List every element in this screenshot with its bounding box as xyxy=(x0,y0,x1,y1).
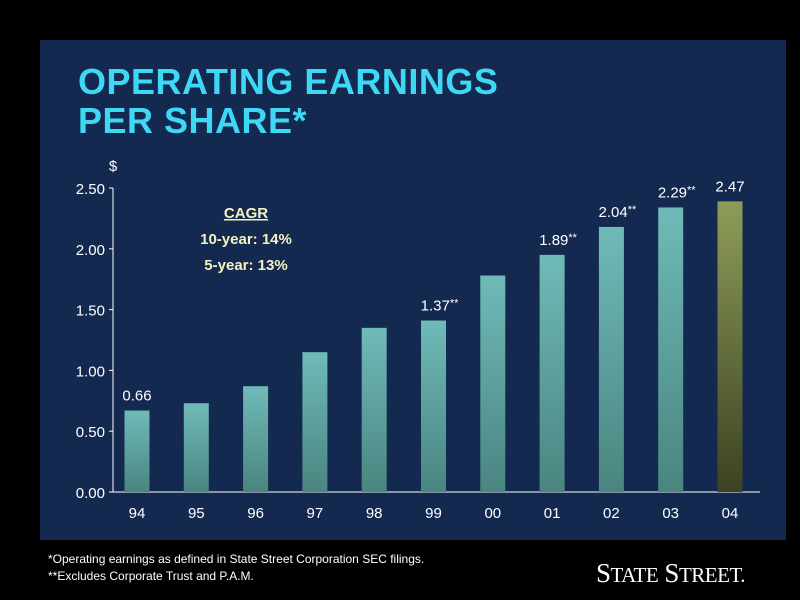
bar-03 xyxy=(658,207,684,492)
data-label-suffix: ** xyxy=(568,232,577,244)
state-street-logo: STATE STREET. xyxy=(596,558,745,588)
data-label-02: 2.04** xyxy=(599,204,637,221)
cagr-heading: CAGR xyxy=(224,205,268,222)
bar-00 xyxy=(480,275,506,492)
y-tick-label: 2.50 xyxy=(76,181,105,198)
title-line-1: OPERATING EARNINGS xyxy=(78,61,499,102)
data-label-suffix: ** xyxy=(628,204,637,216)
title-line-2: PER SHARE* xyxy=(78,100,308,141)
bar-01 xyxy=(539,254,565,492)
data-label-03: 2.29** xyxy=(658,184,696,201)
y-axis-label: $ xyxy=(109,158,118,175)
y-tick-label: 1.00 xyxy=(76,363,105,380)
x-tick-label: 00 xyxy=(484,505,501,522)
x-tick-label: 97 xyxy=(307,505,324,522)
data-label-94: 0.66 xyxy=(122,388,151,405)
data-label-suffix: ** xyxy=(687,184,696,196)
x-tick-label: 02 xyxy=(603,505,620,522)
bar-02 xyxy=(598,226,624,493)
y-tick-label: 0.00 xyxy=(76,485,105,502)
x-tick-label: 01 xyxy=(544,505,561,522)
y-tick-label: 1.50 xyxy=(76,303,105,320)
y-tick-label: 0.50 xyxy=(76,424,105,441)
bar-98 xyxy=(361,327,387,492)
data-label-01: 1.89** xyxy=(539,232,577,249)
y-tick-label: 2.00 xyxy=(76,242,105,259)
x-tick-label: 98 xyxy=(366,505,383,522)
bar-04 xyxy=(717,201,743,492)
bar-99 xyxy=(421,320,446,492)
cagr-10-year: 10-year: 14% xyxy=(200,231,292,248)
cagr-5-year: 5-year: 13% xyxy=(204,257,287,274)
data-label-suffix: ** xyxy=(450,298,459,310)
bar-95 xyxy=(183,403,209,492)
bar-97 xyxy=(302,352,328,492)
bar-96 xyxy=(243,386,269,492)
x-tick-label: 99 xyxy=(425,505,442,522)
x-tick-label: 94 xyxy=(129,505,146,522)
bar-94 xyxy=(124,410,150,492)
x-tick-label: 95 xyxy=(188,505,205,522)
data-label-99: 1.37** xyxy=(421,298,459,315)
data-label-04: 2.47 xyxy=(715,178,744,195)
footnote-1: *Operating earnings as defined in State … xyxy=(48,552,425,566)
x-tick-label: 96 xyxy=(247,505,264,522)
x-tick-label: 03 xyxy=(662,505,679,522)
x-tick-label: 04 xyxy=(722,505,739,522)
footnote-2: **Excludes Corporate Trust and P.A.M. xyxy=(48,569,254,583)
slide-title: OPERATING EARNINGS PER SHARE* xyxy=(78,62,498,140)
